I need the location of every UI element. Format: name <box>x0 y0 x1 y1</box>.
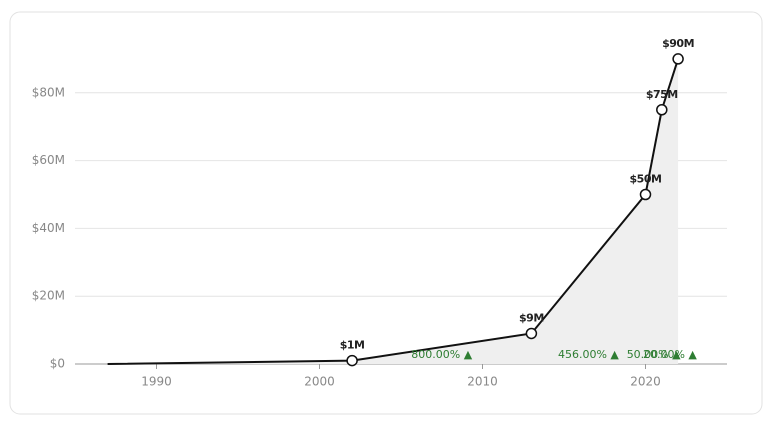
y-tick-label: $20M <box>32 289 65 303</box>
point <box>639 188 652 201</box>
y-tick-label: $80M <box>32 85 65 99</box>
change-label: 20.00% ▲ <box>643 348 697 361</box>
change-label: 800.00% ▲ <box>411 348 472 361</box>
x-tick-label: 1990 <box>141 375 172 389</box>
x-tick-label: 2000 <box>304 375 335 389</box>
value-label: $50M <box>630 173 662 186</box>
value-label: $90M <box>662 37 694 50</box>
point <box>656 104 668 116</box>
value-label: $75M <box>646 88 678 101</box>
change-label: 456.00% ▲ <box>558 348 619 361</box>
y-tick-label: $0 <box>50 357 65 371</box>
point <box>525 327 538 340</box>
y-tick-label: $60M <box>32 153 65 167</box>
point <box>346 354 358 367</box>
x-tick-label: 2020 <box>630 375 661 389</box>
area <box>107 58 679 365</box>
y-tick-label: $40M <box>32 221 65 235</box>
value-label: $9M <box>519 311 544 324</box>
value-label: $1M <box>340 339 365 352</box>
change-label: 50.00% ▲ <box>627 348 681 361</box>
point <box>672 53 684 65</box>
line <box>107 58 680 365</box>
x-tick-label: 2010 <box>467 375 498 389</box>
